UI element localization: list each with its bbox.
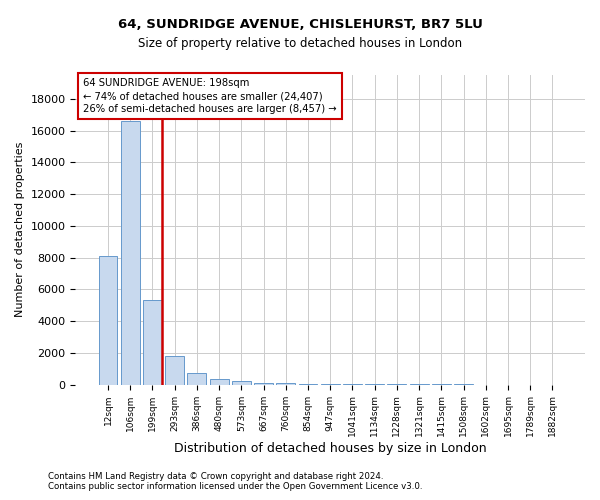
Text: 64 SUNDRIDGE AVENUE: 198sqm
← 74% of detached houses are smaller (24,407)
26% of: 64 SUNDRIDGE AVENUE: 198sqm ← 74% of det… [83, 78, 337, 114]
X-axis label: Distribution of detached houses by size in London: Distribution of detached houses by size … [174, 442, 487, 455]
Bar [143, 300, 162, 384]
Y-axis label: Number of detached properties: Number of detached properties [15, 142, 25, 318]
Bar [232, 382, 251, 384]
Bar [98, 256, 118, 384]
Text: Size of property relative to detached houses in London: Size of property relative to detached ho… [138, 38, 462, 51]
Bar [187, 374, 206, 384]
Bar [254, 382, 273, 384]
Text: 64, SUNDRIDGE AVENUE, CHISLEHURST, BR7 5LU: 64, SUNDRIDGE AVENUE, CHISLEHURST, BR7 5… [118, 18, 482, 30]
Text: Contains HM Land Registry data © Crown copyright and database right 2024.: Contains HM Land Registry data © Crown c… [48, 472, 383, 481]
Bar [209, 379, 229, 384]
Bar [121, 121, 140, 384]
Text: Contains public sector information licensed under the Open Government Licence v3: Contains public sector information licen… [48, 482, 422, 491]
Bar [165, 356, 184, 384]
